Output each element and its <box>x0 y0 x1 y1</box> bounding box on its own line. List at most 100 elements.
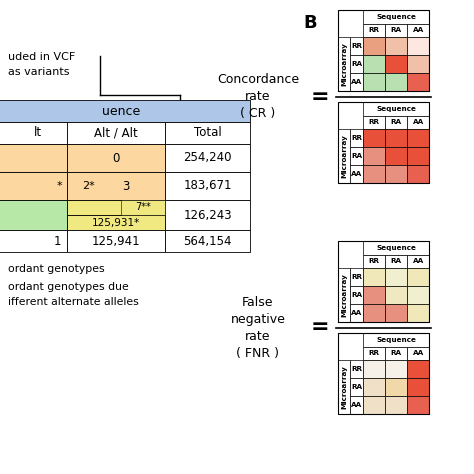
Bar <box>165 144 250 172</box>
Bar <box>385 147 407 165</box>
Text: RA: RA <box>351 61 362 67</box>
Bar <box>407 55 429 73</box>
Bar <box>350 37 363 55</box>
Text: RR: RR <box>351 135 362 141</box>
Bar <box>363 304 385 322</box>
Bar <box>363 55 385 73</box>
Text: 0: 0 <box>112 152 120 164</box>
Text: uded in VCF: uded in VCF <box>8 52 75 62</box>
Bar <box>363 360 385 378</box>
Bar <box>363 116 385 129</box>
Bar <box>350 268 363 286</box>
Bar <box>407 24 429 37</box>
Text: AA: AA <box>351 310 362 316</box>
Text: *: * <box>56 181 62 191</box>
Bar <box>385 255 407 268</box>
Bar <box>165 200 250 230</box>
Bar <box>363 268 385 286</box>
Bar <box>121 200 165 215</box>
Bar <box>363 165 385 183</box>
Bar <box>407 255 429 268</box>
Bar <box>407 165 429 183</box>
Bar <box>385 378 407 396</box>
Text: AA: AA <box>351 402 362 408</box>
Text: ordant genotypes: ordant genotypes <box>8 264 105 274</box>
Text: RA: RA <box>391 27 402 33</box>
Bar <box>350 360 363 378</box>
Bar <box>363 378 385 396</box>
Bar <box>363 129 385 147</box>
Text: RA: RA <box>351 153 362 159</box>
Text: RR: RR <box>351 274 362 280</box>
Bar <box>363 147 385 165</box>
Text: 126,243: 126,243 <box>183 209 232 221</box>
Bar <box>385 165 407 183</box>
Bar <box>407 396 429 414</box>
Bar <box>385 268 407 286</box>
Text: uence: uence <box>102 104 140 118</box>
Bar <box>338 333 429 414</box>
Text: RA: RA <box>391 258 402 264</box>
Bar <box>385 116 407 129</box>
Bar <box>338 360 350 414</box>
Text: AA: AA <box>413 350 424 356</box>
Text: 254,240: 254,240 <box>183 152 232 164</box>
Bar <box>407 286 429 304</box>
Text: lt: lt <box>34 127 42 139</box>
Bar <box>385 286 407 304</box>
Text: 7**: 7** <box>135 202 151 212</box>
Bar <box>385 346 407 360</box>
Text: Total: Total <box>193 127 221 139</box>
Text: RA: RA <box>391 119 402 125</box>
Bar <box>363 102 429 116</box>
Text: RR: RR <box>369 350 380 356</box>
Bar <box>407 304 429 322</box>
Bar <box>363 346 385 360</box>
Text: Sequence: Sequence <box>376 14 416 20</box>
Text: =: = <box>310 86 329 107</box>
Bar <box>350 129 363 147</box>
Text: RA: RA <box>391 350 402 356</box>
Bar <box>338 241 429 322</box>
Bar <box>338 268 350 322</box>
Text: RR: RR <box>351 366 362 372</box>
Bar <box>407 346 429 360</box>
Bar <box>350 396 363 414</box>
Bar <box>165 172 250 200</box>
Text: Microarray: Microarray <box>341 42 347 86</box>
Bar <box>338 102 429 183</box>
Text: AA: AA <box>413 258 424 264</box>
Bar <box>67 122 165 144</box>
Bar <box>385 304 407 322</box>
Text: 2*: 2* <box>82 181 95 191</box>
Text: RR: RR <box>369 27 380 33</box>
Bar <box>407 378 429 396</box>
Bar <box>363 24 385 37</box>
Bar <box>338 10 429 91</box>
Text: RR: RR <box>369 119 380 125</box>
Bar <box>385 55 407 73</box>
Bar <box>407 360 429 378</box>
Text: Alt / Alt: Alt / Alt <box>94 127 138 139</box>
Text: =: = <box>310 318 329 337</box>
Bar <box>385 129 407 147</box>
Text: Concordance
rate
( CR ): Concordance rate ( CR ) <box>217 73 299 120</box>
Bar <box>67 200 165 215</box>
Bar <box>67 215 165 230</box>
Text: AA: AA <box>351 171 362 177</box>
Text: 125,941: 125,941 <box>91 235 140 247</box>
Bar <box>338 129 350 183</box>
Bar <box>0 100 250 122</box>
Text: as variants: as variants <box>8 67 70 77</box>
Text: RR: RR <box>351 43 362 49</box>
Text: 1: 1 <box>54 235 61 247</box>
Text: RA: RA <box>351 292 362 298</box>
Bar <box>385 360 407 378</box>
Bar <box>350 73 363 91</box>
Bar <box>165 230 250 252</box>
Bar <box>0 122 67 144</box>
Bar <box>363 286 385 304</box>
Bar <box>385 24 407 37</box>
Bar <box>67 144 165 172</box>
Text: False
negative
rate
( FNR ): False negative rate ( FNR ) <box>230 295 285 359</box>
